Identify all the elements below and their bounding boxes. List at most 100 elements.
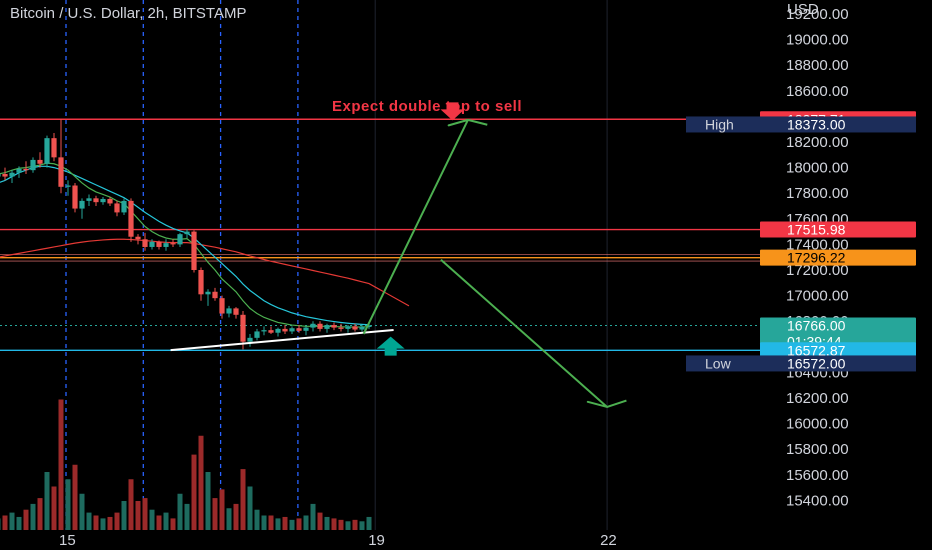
- candle-body: [107, 198, 113, 204]
- ema-slow-line: [0, 238, 410, 307]
- candlesticks: [0, 119, 372, 350]
- candle-body: [23, 168, 29, 171]
- candle-body: [275, 328, 281, 333]
- candle-body: [128, 200, 134, 237]
- volume-bar: [352, 519, 358, 530]
- candle-body: [121, 200, 127, 213]
- price-badges: 18377.7117515.9817296.2216766.0001:39:44…: [686, 111, 916, 372]
- volume-bar: [359, 521, 365, 530]
- volume-bar: [233, 503, 239, 530]
- projection-down-path[interactable]: [440, 259, 627, 408]
- volume-bar: [79, 493, 85, 530]
- candle-body: [303, 327, 309, 331]
- level-17515-badge: [760, 221, 916, 238]
- candle-body: [352, 326, 358, 330]
- price-tick-label: 17200.00: [786, 262, 849, 279]
- time-tick-label: 19: [368, 532, 385, 549]
- candle-body: [93, 198, 99, 203]
- candle-body: [65, 185, 71, 187]
- candle-body: [142, 239, 148, 247]
- projection-up-path[interactable]: [362, 118, 488, 335]
- candle-body: [198, 270, 204, 295]
- candle-body: [30, 159, 36, 171]
- volume-bar: [128, 479, 134, 530]
- candle-body: [219, 298, 225, 314]
- price-tick-label: 17800.00: [786, 185, 849, 202]
- volume-bar: [317, 512, 323, 530]
- volume-bar: [289, 519, 295, 530]
- time-tick-label: 22: [600, 532, 617, 549]
- volume-bar: [107, 516, 113, 530]
- drawings[interactable]: [170, 102, 627, 408]
- sell-arrow-icon: [440, 102, 465, 121]
- volume-bar: [324, 516, 330, 530]
- candle-body: [268, 330, 274, 333]
- volume-bar: [16, 516, 22, 530]
- volume-bar: [58, 399, 64, 530]
- candle-body: [79, 200, 85, 209]
- candle-body: [170, 243, 176, 245]
- volume-bar: [198, 435, 204, 530]
- candle-body: [163, 243, 169, 247]
- ema-fast-line: [0, 162, 370, 328]
- price-tick-label: 18200.00: [786, 134, 849, 151]
- candle-body: [296, 328, 302, 331]
- candle-body: [184, 231, 190, 235]
- volume-bar: [268, 515, 274, 530]
- candle-body: [233, 308, 239, 315]
- candle-body: [114, 203, 120, 213]
- volume-bar: [282, 516, 288, 530]
- currency-label: USD: [787, 1, 819, 18]
- candle-body: [338, 327, 344, 329]
- candle-body: [37, 159, 43, 164]
- volume-bar: [184, 503, 190, 530]
- volume-bar: [2, 515, 8, 530]
- price-axis-bg: [760, 0, 932, 550]
- time-axis[interactable]: 15 19 22: [59, 532, 617, 549]
- candle-body: [240, 314, 246, 342]
- high-marker-value: 18373.00: [787, 116, 846, 132]
- level-support-badge: [760, 342, 916, 359]
- price-tick-label: 17000.00: [786, 288, 849, 305]
- volume-bar: [296, 518, 302, 530]
- candle-body: [324, 325, 330, 329]
- candle-body: [9, 172, 15, 177]
- price-tick-label: 19000.00: [786, 32, 849, 49]
- high-marker-value-box: [760, 116, 916, 133]
- candle-body: [51, 138, 57, 158]
- price-tick-label: 16200.00: [786, 390, 849, 407]
- volume-bar: [100, 518, 106, 530]
- volume-bar: [23, 509, 29, 530]
- candle-body: [317, 323, 323, 329]
- candle-body: [226, 308, 232, 314]
- candle-body: [331, 325, 337, 328]
- volume-bar: [247, 486, 253, 530]
- candle-body: [212, 291, 218, 299]
- grid: [374, 0, 608, 530]
- candle-body: [261, 330, 267, 332]
- ema-mid-line: [0, 165, 370, 326]
- volume-bar: [156, 515, 162, 530]
- volume-bar: [219, 489, 225, 530]
- price-tick-label: 15600.00: [786, 467, 849, 484]
- support-trendline[interactable]: [170, 329, 394, 352]
- price-tick-label: 18000.00: [786, 160, 849, 177]
- candle-body: [177, 234, 183, 245]
- price-axis[interactable]: USD 19200.0019000.0018800.0018600.001840…: [760, 0, 932, 550]
- volume-bar: [254, 509, 260, 530]
- annotation-text: Expect double top to sell: [332, 98, 522, 115]
- time-tick-label: 15: [59, 532, 76, 549]
- volume-bar: [93, 515, 99, 530]
- volume-bar: [331, 518, 337, 530]
- volume-bar: [170, 518, 176, 530]
- chart-title: Bitcoin / U.S. Dollar, 2h, BITSTAMP: [10, 5, 246, 22]
- candle-body: [58, 157, 64, 187]
- candle-body: [191, 231, 197, 270]
- candle-body: [16, 168, 22, 173]
- candle-body: [2, 174, 8, 177]
- price-tick-label: 18600.00: [786, 83, 849, 100]
- candle-body: [205, 291, 211, 295]
- volume-bar: [226, 508, 232, 530]
- candle-body: [135, 236, 141, 240]
